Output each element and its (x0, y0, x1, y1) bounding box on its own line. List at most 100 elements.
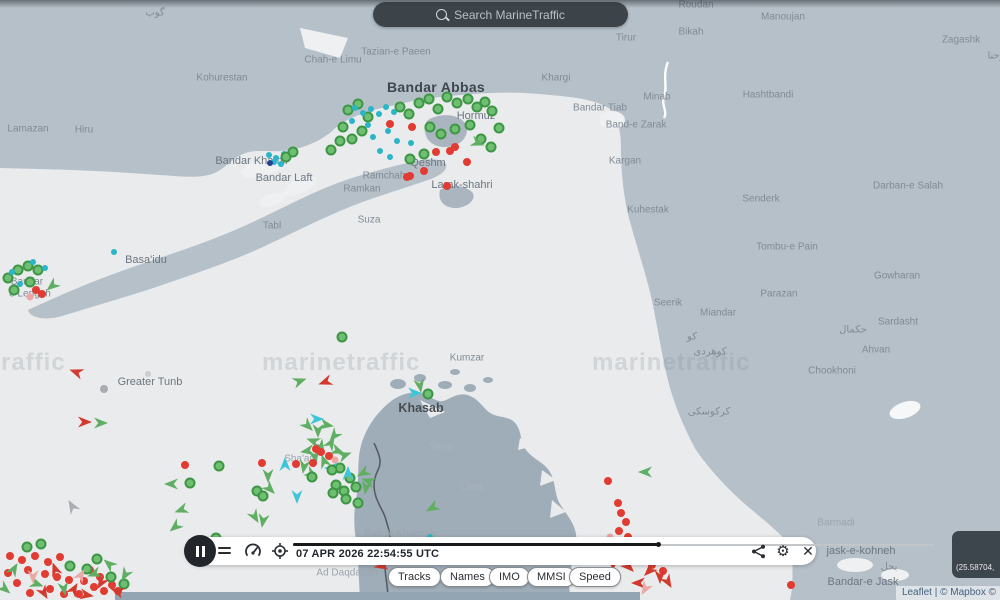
speedometer-icon[interactable] (242, 540, 264, 562)
ship-marker[interactable] (370, 134, 376, 140)
ship-marker[interactable] (118, 578, 130, 590)
ship-marker[interactable] (30, 259, 36, 265)
close-icon[interactable]: ✕ (802, 542, 814, 559)
toggle-mmsi[interactable]: MMSI (527, 567, 576, 587)
ship-marker[interactable] (464, 119, 476, 131)
ship-marker[interactable] (292, 460, 300, 468)
ship-marker[interactable] (408, 387, 422, 399)
ship-marker[interactable] (422, 388, 434, 400)
ship-marker[interactable] (451, 97, 463, 109)
ship-marker[interactable] (166, 518, 184, 535)
pause-button[interactable] (184, 535, 216, 567)
ship-marker[interactable] (486, 105, 498, 117)
ship-marker[interactable] (443, 182, 451, 190)
ship-marker[interactable] (75, 590, 83, 598)
ship-marker[interactable] (349, 118, 355, 124)
ship-marker[interactable] (310, 413, 324, 425)
ship-marker[interactable] (317, 374, 334, 389)
ship-marker[interactable] (100, 385, 108, 393)
ship-marker[interactable] (100, 587, 108, 595)
ship-marker[interactable] (24, 276, 36, 288)
ship-marker[interactable] (463, 158, 471, 166)
ship-marker[interactable] (404, 153, 416, 165)
ship-marker[interactable] (614, 499, 622, 507)
ship-marker[interactable] (352, 98, 364, 110)
ship-marker[interactable] (391, 109, 397, 115)
ship-marker[interactable] (292, 373, 309, 388)
locate-icon[interactable] (269, 540, 291, 562)
ship-marker[interactable] (278, 161, 284, 167)
ship-marker[interactable] (462, 93, 474, 105)
ship-marker[interactable] (423, 93, 435, 105)
ship-marker[interactable] (287, 146, 299, 158)
toggle-names[interactable]: Names (440, 567, 495, 587)
ship-marker[interactable] (13, 579, 21, 587)
ship-marker[interactable] (479, 96, 491, 108)
ship-marker[interactable] (313, 424, 324, 438)
ship-marker[interactable] (383, 104, 389, 110)
ship-marker[interactable] (60, 590, 68, 598)
ship-marker[interactable] (325, 452, 333, 460)
ship-marker[interactable] (111, 249, 117, 255)
ship-marker[interactable] (362, 111, 374, 123)
ship-marker[interactable] (326, 464, 338, 476)
ship-marker[interactable] (46, 585, 54, 593)
ship-marker[interactable] (257, 490, 269, 502)
ship-marker[interactable] (365, 122, 371, 128)
share-icon[interactable] (747, 540, 769, 562)
ship-marker[interactable] (78, 416, 92, 428)
ship-marker[interactable] (394, 138, 400, 144)
ship-marker[interactable] (81, 563, 93, 575)
ship-marker[interactable] (173, 502, 190, 517)
ship-marker[interactable] (164, 479, 178, 490)
ship-marker[interactable] (44, 558, 52, 566)
ship-marker[interactable] (256, 513, 269, 529)
ship-marker[interactable] (336, 331, 348, 343)
ship-marker[interactable] (35, 538, 47, 550)
ship-marker[interactable] (267, 160, 273, 166)
ship-marker[interactable] (317, 448, 325, 456)
ship-marker[interactable] (68, 364, 85, 379)
ship-marker[interactable] (334, 135, 346, 147)
ship-marker[interactable] (471, 101, 483, 113)
ship-marker[interactable] (418, 148, 430, 160)
ship-marker[interactable] (441, 91, 453, 103)
ship-marker[interactable] (100, 555, 118, 572)
ship-marker[interactable] (420, 167, 428, 175)
ship-marker[interactable] (64, 497, 81, 515)
ship-marker[interactable] (292, 490, 303, 504)
ship-marker[interactable] (432, 148, 440, 156)
ship-marker[interactable] (350, 481, 362, 493)
toggle-tracks[interactable]: Tracks (388, 567, 441, 587)
ship-marker[interactable] (258, 459, 266, 467)
ship-marker[interactable] (337, 121, 349, 133)
ship-marker[interactable] (424, 121, 436, 133)
ship-marker[interactable] (181, 461, 189, 469)
search-bar[interactable]: Search MarineTraffic (373, 2, 628, 27)
ship-marker[interactable] (184, 477, 196, 489)
ship-marker[interactable] (432, 103, 444, 115)
ship-marker[interactable] (42, 265, 48, 271)
ship-marker[interactable] (346, 133, 358, 145)
ship-marker[interactable] (6, 552, 14, 560)
ship-marker[interactable] (493, 122, 505, 134)
ship-marker[interactable] (377, 148, 383, 154)
ship-marker[interactable] (108, 581, 116, 589)
ship-marker[interactable] (340, 493, 352, 505)
ship-marker[interactable] (56, 553, 64, 561)
ship-marker[interactable] (648, 561, 656, 569)
ship-marker[interactable] (53, 573, 61, 581)
ship-marker[interactable] (263, 469, 274, 483)
ship-marker[interactable] (21, 541, 33, 553)
ship-marker[interactable] (387, 154, 393, 160)
ship-marker[interactable] (8, 284, 20, 296)
ship-marker[interactable] (24, 566, 32, 574)
ship-marker[interactable] (617, 509, 625, 517)
ship-marker[interactable] (309, 459, 317, 467)
ship-marker[interactable] (32, 286, 40, 294)
ship-marker[interactable] (2, 272, 14, 284)
ship-marker[interactable] (604, 477, 612, 485)
ship-marker[interactable] (615, 527, 623, 535)
ship-marker[interactable] (64, 560, 76, 572)
ship-marker[interactable] (0, 580, 14, 597)
